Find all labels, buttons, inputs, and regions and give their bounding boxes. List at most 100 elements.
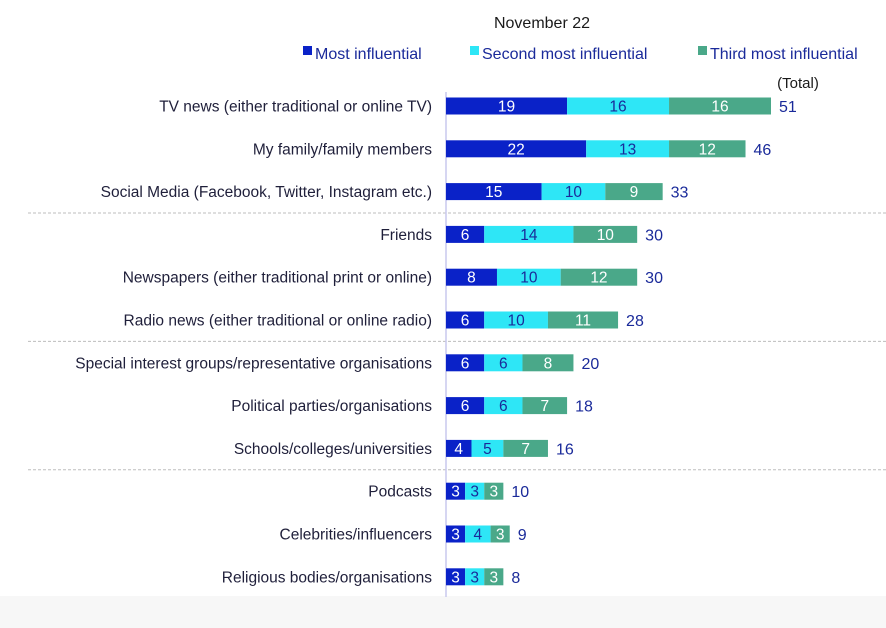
segment-value-label: 10 <box>520 270 538 287</box>
segment-value-label: 11 <box>575 313 591 330</box>
category-label: My family/family members <box>253 141 432 158</box>
segment-value-label: 3 <box>496 527 505 544</box>
segment-value-label: 3 <box>451 569 460 586</box>
bar-segment-third-most-influential <box>669 97 771 115</box>
bar-rows: TV news (either traditional or online TV… <box>75 97 797 587</box>
bar-row-newspapers-either-traditional-print-or-online: Newspapers (either traditional print or … <box>123 268 663 287</box>
segment-value-label: 3 <box>470 569 479 586</box>
segment-value-label: 3 <box>470 484 479 501</box>
segment-value-label: 6 <box>499 355 508 372</box>
bar-row-social-media-facebook-twitter-instagram-etc: Social Media (Facebook, Twitter, Instagr… <box>101 183 689 202</box>
bar-segment-second-most-influential <box>541 183 606 201</box>
category-label: Radio news (either traditional or online… <box>124 313 432 330</box>
total-value-label: 16 <box>556 441 574 458</box>
group-separators <box>28 212 886 471</box>
segment-value-label: 6 <box>461 398 470 415</box>
segment-value-label: 3 <box>489 569 498 586</box>
segment-value-label: 6 <box>461 313 470 330</box>
bar-segment-most-influential <box>446 397 485 415</box>
bar-row-radio-news-either-traditional-or-online-radio: Radio news (either traditional or online… <box>124 311 644 330</box>
segment-value-label: 4 <box>474 527 483 544</box>
segment-value-label: 6 <box>499 398 508 415</box>
legend-swatch <box>303 46 312 55</box>
total-value-label: 9 <box>518 527 527 544</box>
category-label: TV news (either traditional or online TV… <box>159 99 432 116</box>
total-value-label: 28 <box>626 313 644 330</box>
segment-value-label: 14 <box>520 227 538 244</box>
total-value-label: 8 <box>511 570 520 587</box>
total-value-label: 51 <box>779 99 797 116</box>
segment-value-label: 10 <box>565 184 583 201</box>
segment-value-label: 8 <box>467 270 476 287</box>
bar-segment-second-most-influential <box>484 311 548 329</box>
segment-value-label: 22 <box>507 141 524 158</box>
bar-row-my-family-family-members: My family/family members 22 13 12 46 <box>253 140 772 159</box>
bar-row-schools-colleges-universities: Schools/colleges/universities 4 5 7 16 <box>234 439 574 458</box>
category-label: Celebrities/influencers <box>280 527 433 544</box>
bar-segment-third-most-influential <box>484 482 504 500</box>
legend-label: Second most influential <box>482 46 647 63</box>
bar-segment-third-most-influential <box>605 183 663 201</box>
legend-swatch <box>698 46 707 55</box>
legend-item-most-influential: Most influential <box>303 46 422 63</box>
segment-value-label: 9 <box>630 184 639 201</box>
bar-segment-most-influential <box>446 225 485 243</box>
total-value-label: 20 <box>581 356 599 373</box>
bar-segment-most-influential <box>446 268 497 286</box>
category-label: Newspapers (either traditional print or … <box>123 270 432 287</box>
segment-value-label: 15 <box>485 184 502 201</box>
footer-band <box>0 596 886 628</box>
segment-value-label: 3 <box>451 527 460 544</box>
segment-value-label: 12 <box>699 141 716 158</box>
bar-segment-second-most-influential <box>484 397 523 415</box>
bar-row-religious-bodies-organisations: Religious bodies/organisations 3 3 3 8 <box>222 568 520 587</box>
segment-value-label: 13 <box>619 141 636 158</box>
legend-label: Most influential <box>315 46 422 63</box>
bar-segment-most-influential <box>446 311 485 329</box>
bar-row-podcasts: Podcasts 3 3 3 10 <box>368 482 529 501</box>
bar-row-celebrities-influencers: Celebrities/influencers 3 4 3 9 <box>280 525 527 544</box>
bar-segment-second-most-influential <box>471 439 504 457</box>
bar-segment-second-most-influential <box>484 354 523 372</box>
legend-item-third-most-influential: Third most influential <box>698 46 858 63</box>
bar-segment-most-influential <box>446 568 466 586</box>
segment-value-label: 12 <box>590 270 607 287</box>
segment-value-label: 6 <box>461 355 470 372</box>
total-value-label: 46 <box>754 142 772 159</box>
chart-title: November 22 <box>494 15 590 32</box>
bar-row-tv-news-either-traditional-or-online-tv: TV news (either traditional or online TV… <box>159 97 797 116</box>
bar-segment-second-most-influential <box>496 268 561 286</box>
segment-value-label: 3 <box>489 484 498 501</box>
bar-segment-third-most-influential <box>522 397 568 415</box>
bar-row-political-parties-organisations: Political parties/organisations 6 6 7 18 <box>231 397 593 416</box>
category-label: Social Media (Facebook, Twitter, Instagr… <box>101 184 432 201</box>
segment-value-label: 16 <box>609 99 626 116</box>
bar-segment-third-most-influential <box>669 140 746 158</box>
segment-value-label: 7 <box>540 398 549 415</box>
bar-segment-second-most-influential <box>465 568 485 586</box>
bar-segment-most-influential <box>446 525 466 543</box>
bar-segment-most-influential <box>446 97 568 115</box>
bar-segment-second-most-influential <box>484 225 574 243</box>
segment-value-label: 6 <box>461 227 470 244</box>
segment-value-label: 19 <box>498 99 515 116</box>
total-value-label: 33 <box>671 185 689 202</box>
bar-segment-most-influential <box>446 439 472 457</box>
legend: Most influential Second most influential T… <box>303 46 858 63</box>
bar-segment-third-most-influential <box>484 568 504 586</box>
total-column-header: (Total) <box>777 75 819 92</box>
legend-item-second-most-influential: Second most influential <box>470 46 647 63</box>
bar-segment-most-influential <box>446 140 587 158</box>
category-label: Friends <box>380 227 432 244</box>
bar-row-special-interest-groups-representative-organisations: Special interest groups/representative o… <box>75 354 599 373</box>
bar-segment-second-most-influential <box>567 97 670 115</box>
bar-segment-second-most-influential <box>465 525 491 543</box>
bar-segment-second-most-influential <box>586 140 670 158</box>
segment-value-label: 10 <box>507 313 525 330</box>
bar-segment-third-most-influential <box>503 439 548 457</box>
category-label: Special interest groups/representative o… <box>75 355 432 372</box>
segment-value-label: 3 <box>451 484 460 501</box>
category-label: Religious bodies/organisations <box>222 569 432 586</box>
segment-value-label: 10 <box>597 227 615 244</box>
